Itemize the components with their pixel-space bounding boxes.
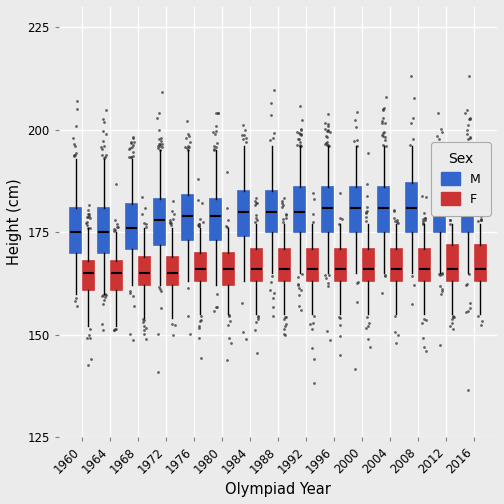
PathPatch shape [126, 204, 137, 248]
PathPatch shape [294, 187, 305, 232]
PathPatch shape [223, 253, 234, 285]
PathPatch shape [182, 196, 194, 240]
PathPatch shape [98, 208, 109, 253]
PathPatch shape [306, 248, 318, 281]
Y-axis label: Height (cm): Height (cm) [7, 179, 22, 265]
PathPatch shape [378, 187, 389, 232]
PathPatch shape [419, 248, 430, 281]
PathPatch shape [391, 248, 402, 281]
PathPatch shape [335, 248, 346, 281]
PathPatch shape [238, 192, 249, 236]
PathPatch shape [279, 248, 290, 281]
PathPatch shape [266, 192, 277, 232]
PathPatch shape [322, 187, 333, 232]
PathPatch shape [167, 257, 178, 285]
PathPatch shape [195, 253, 206, 281]
PathPatch shape [434, 183, 445, 232]
PathPatch shape [70, 208, 81, 253]
PathPatch shape [210, 200, 221, 240]
PathPatch shape [475, 244, 486, 281]
PathPatch shape [350, 187, 361, 232]
PathPatch shape [406, 183, 417, 232]
PathPatch shape [111, 261, 122, 290]
PathPatch shape [462, 187, 473, 232]
Legend: M, F: M, F [431, 142, 491, 216]
X-axis label: Olympiad Year: Olympiad Year [225, 482, 331, 497]
PathPatch shape [363, 248, 374, 281]
PathPatch shape [250, 248, 262, 281]
PathPatch shape [139, 257, 150, 285]
PathPatch shape [447, 244, 458, 281]
PathPatch shape [154, 200, 165, 244]
PathPatch shape [83, 261, 94, 290]
